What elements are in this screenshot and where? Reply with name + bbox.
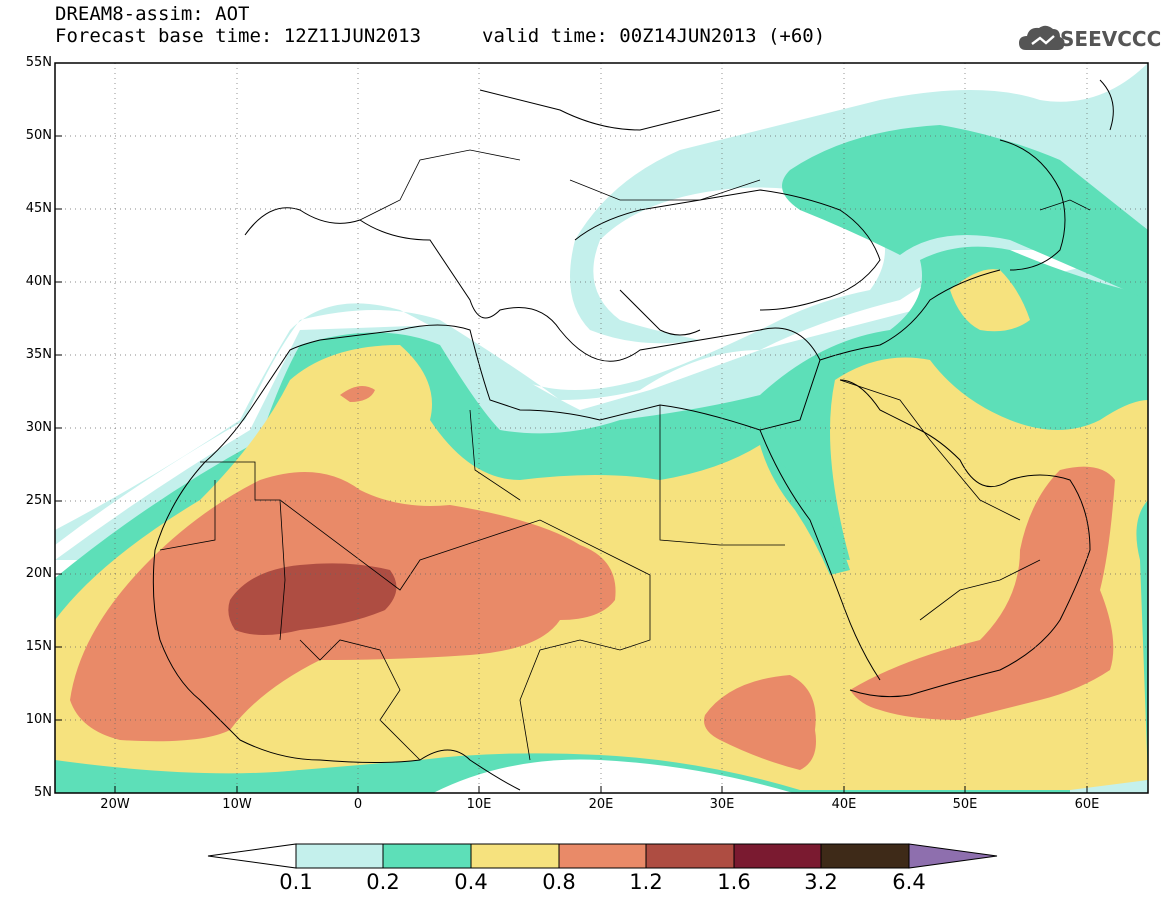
lat-label: 15N: [25, 639, 52, 654]
lat-label: 10N: [25, 712, 52, 727]
colorbar-bin-7: [820, 843, 910, 869]
colorbar-bin-1: [295, 843, 384, 869]
graticule: [55, 63, 1148, 793]
colorbar-bin-4: [558, 843, 647, 869]
forecast-base-time: Forecast base time: 12Z11JUN2013: [55, 25, 422, 47]
colorbar-label: 0.8: [542, 870, 576, 894]
lat-label: 45N: [25, 201, 52, 216]
colorbar-bin-6: [733, 843, 822, 869]
lat-label: 5N: [34, 785, 52, 800]
colorbar-label: 6.4: [892, 870, 926, 894]
lat-label: 40N: [25, 274, 52, 289]
colorbar-bin-2: [382, 843, 472, 869]
colorbar-under-arrow: [207, 843, 297, 869]
axis-ticks: [55, 62, 1088, 793]
lat-label: 50N: [25, 128, 52, 143]
lon-label: 50E: [952, 797, 978, 812]
colorbar: [207, 843, 998, 869]
colorbar-label: 3.2: [804, 870, 838, 894]
colorbar-label: 0.4: [454, 870, 488, 894]
lat-label: 25N: [25, 493, 52, 508]
coastlines: [152, 79, 1114, 791]
lat-label: 20N: [25, 566, 52, 581]
lon-label: 30E: [709, 797, 735, 812]
colorbar-label: 1.6: [717, 870, 751, 894]
lon-label: 60E: [1074, 797, 1100, 812]
colorbar-label: 1.2: [629, 870, 663, 894]
logo-text: SEEVCCC: [1060, 27, 1162, 51]
lon-label: 10E: [466, 797, 492, 812]
lon-label: 0: [353, 797, 363, 812]
map-title: DREAM8-assim: AOT: [55, 3, 250, 25]
lat-label: 30N: [25, 420, 52, 435]
colorbar-label: 0.1: [279, 870, 313, 894]
colorbar-over-arrow: [908, 843, 998, 869]
colorbar-label: 0.2: [366, 870, 400, 894]
lat-label: 35N: [25, 347, 52, 362]
aot-contour-1.2: [228, 563, 397, 635]
borders: [159, 149, 1091, 761]
lon-label: 20W: [100, 797, 130, 812]
lon-label: 20E: [588, 797, 614, 812]
colorbar-bin-3: [470, 843, 560, 869]
lat-label: 55N: [25, 55, 52, 70]
valid-time: valid time: 00Z14JUN2013 (+60): [482, 25, 826, 47]
colorbar-bin-5: [645, 843, 735, 869]
lon-label: 40E: [831, 797, 857, 812]
lon-label: 10W: [222, 797, 252, 812]
cloud-logo-icon: [1019, 25, 1065, 50]
